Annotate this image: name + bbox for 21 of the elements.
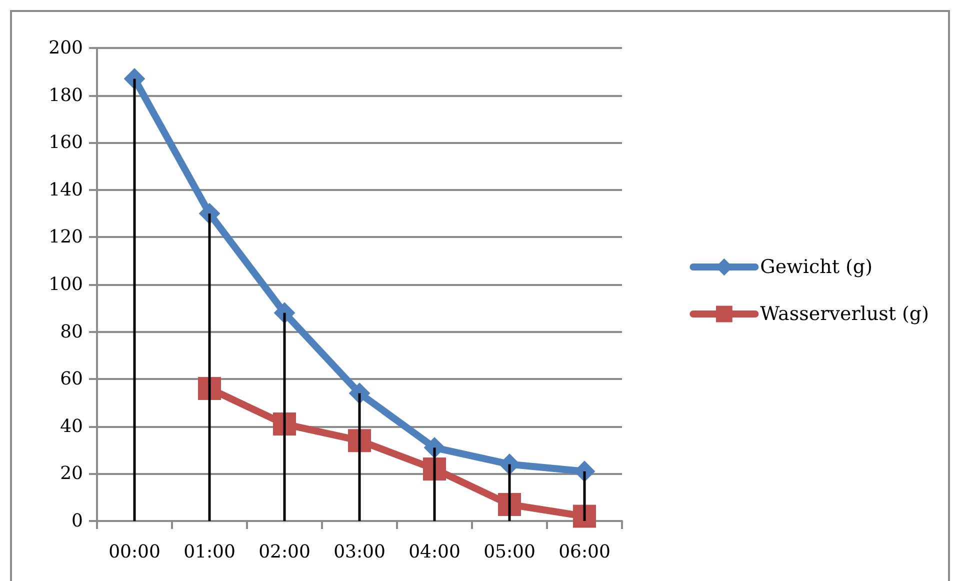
y-tick-label: 100 — [48, 274, 83, 295]
y-tick-label: 60 — [60, 368, 83, 390]
legend-label: Gewicht (g) — [760, 256, 872, 278]
x-tick-label: 04:00 — [408, 542, 460, 562]
y-tick-label: 20 — [60, 463, 83, 484]
y-tick-label: 40 — [60, 416, 83, 437]
y-tick-label: 140 — [48, 179, 83, 200]
y-tick-label: 0 — [72, 510, 83, 532]
x-tick-label: 02:00 — [258, 542, 310, 562]
point — [573, 504, 596, 528]
legend-label: Wasserverlust (g) — [760, 303, 930, 325]
y-tick-label: 200 — [48, 38, 83, 58]
y-tick-label: 180 — [48, 84, 83, 106]
y-tick-label: 160 — [48, 132, 83, 154]
x-tick-label: 01:00 — [184, 542, 236, 562]
x-tick-label: 06:00 — [558, 542, 610, 562]
x-tick-label: 05:00 — [484, 542, 536, 562]
x-tick-label: 03:00 — [334, 542, 386, 562]
x-tick-label: 00:00 — [108, 542, 160, 562]
y-tick-label: 80 — [60, 321, 83, 342]
y-tick-label: 120 — [48, 226, 83, 248]
